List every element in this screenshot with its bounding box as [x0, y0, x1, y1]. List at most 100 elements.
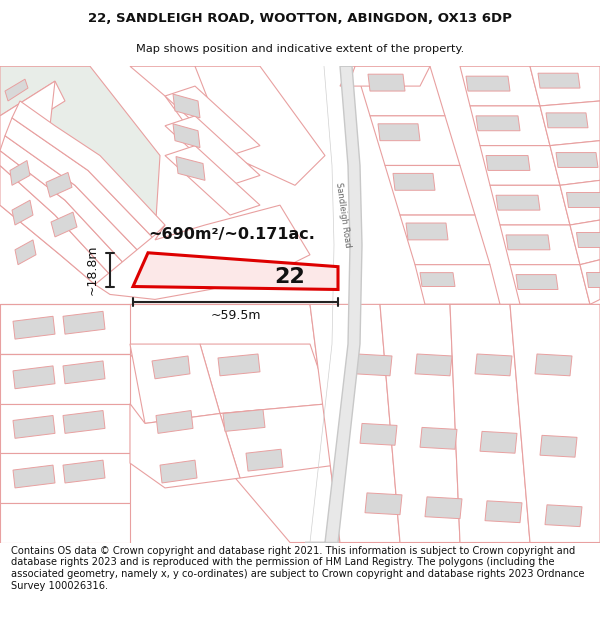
- Polygon shape: [420, 428, 457, 449]
- Polygon shape: [173, 94, 200, 118]
- Polygon shape: [368, 74, 405, 91]
- Polygon shape: [516, 274, 558, 289]
- Polygon shape: [12, 200, 33, 225]
- Polygon shape: [63, 460, 105, 483]
- Polygon shape: [0, 81, 65, 134]
- Polygon shape: [63, 361, 105, 384]
- Polygon shape: [490, 185, 570, 225]
- Polygon shape: [130, 66, 260, 185]
- Polygon shape: [130, 404, 240, 488]
- Polygon shape: [570, 220, 600, 265]
- Polygon shape: [486, 156, 530, 171]
- Polygon shape: [510, 265, 590, 304]
- Polygon shape: [566, 192, 600, 207]
- Polygon shape: [156, 411, 193, 433]
- Polygon shape: [223, 409, 265, 431]
- Polygon shape: [130, 344, 220, 424]
- Polygon shape: [385, 166, 475, 215]
- Polygon shape: [355, 66, 445, 116]
- Text: ~18.8m: ~18.8m: [86, 244, 98, 295]
- Polygon shape: [13, 465, 55, 488]
- Polygon shape: [0, 136, 140, 265]
- Polygon shape: [506, 235, 550, 250]
- Polygon shape: [340, 66, 355, 86]
- Polygon shape: [378, 124, 420, 141]
- Polygon shape: [0, 151, 125, 274]
- Polygon shape: [480, 431, 517, 453]
- Polygon shape: [63, 311, 105, 334]
- Polygon shape: [545, 505, 582, 527]
- Polygon shape: [400, 215, 490, 265]
- Polygon shape: [160, 460, 197, 483]
- Polygon shape: [10, 161, 30, 185]
- Polygon shape: [546, 113, 588, 128]
- Polygon shape: [165, 116, 260, 185]
- Polygon shape: [13, 366, 55, 389]
- Polygon shape: [176, 156, 205, 181]
- Text: Contains OS data © Crown copyright and database right 2021. This information is : Contains OS data © Crown copyright and d…: [11, 546, 584, 591]
- Polygon shape: [420, 272, 455, 286]
- Text: Map shows position and indicative extent of the property.: Map shows position and indicative extent…: [136, 44, 464, 54]
- Polygon shape: [12, 101, 165, 240]
- Polygon shape: [496, 195, 540, 210]
- Polygon shape: [152, 356, 190, 379]
- Text: Sandleigh Road: Sandleigh Road: [334, 182, 352, 248]
- Polygon shape: [586, 272, 600, 286]
- Polygon shape: [15, 240, 36, 265]
- Polygon shape: [475, 354, 512, 376]
- Polygon shape: [530, 66, 600, 106]
- Text: 22: 22: [275, 267, 305, 287]
- Polygon shape: [0, 81, 55, 156]
- Polygon shape: [425, 304, 510, 359]
- Polygon shape: [415, 265, 500, 304]
- Polygon shape: [133, 253, 338, 289]
- Polygon shape: [218, 354, 260, 376]
- Polygon shape: [393, 173, 435, 190]
- Polygon shape: [13, 316, 55, 339]
- Polygon shape: [5, 118, 155, 253]
- Polygon shape: [550, 141, 600, 185]
- Polygon shape: [200, 344, 330, 414]
- Polygon shape: [380, 304, 460, 542]
- Polygon shape: [556, 152, 598, 168]
- Polygon shape: [450, 304, 530, 542]
- Polygon shape: [220, 404, 350, 478]
- Polygon shape: [195, 66, 325, 185]
- Polygon shape: [0, 66, 160, 284]
- Text: ~59.5m: ~59.5m: [210, 309, 261, 322]
- Polygon shape: [365, 493, 402, 515]
- Polygon shape: [480, 146, 560, 185]
- Polygon shape: [460, 66, 540, 106]
- Polygon shape: [535, 354, 572, 376]
- Polygon shape: [63, 411, 105, 433]
- Polygon shape: [165, 146, 260, 215]
- Polygon shape: [485, 501, 522, 522]
- Polygon shape: [370, 116, 460, 166]
- Polygon shape: [246, 449, 283, 471]
- Polygon shape: [0, 453, 130, 503]
- Text: 22, SANDLEIGH ROAD, WOOTTON, ABINGDON, OX13 6DP: 22, SANDLEIGH ROAD, WOOTTON, ABINGDON, O…: [88, 12, 512, 25]
- Polygon shape: [0, 354, 130, 404]
- Polygon shape: [0, 404, 130, 453]
- Polygon shape: [406, 223, 448, 240]
- Polygon shape: [310, 304, 400, 542]
- Polygon shape: [560, 181, 600, 225]
- Polygon shape: [130, 304, 340, 542]
- Polygon shape: [540, 101, 600, 146]
- Polygon shape: [500, 304, 600, 364]
- Polygon shape: [466, 76, 510, 91]
- Polygon shape: [576, 232, 600, 247]
- Polygon shape: [95, 205, 310, 299]
- Polygon shape: [500, 225, 580, 265]
- Polygon shape: [580, 260, 600, 304]
- Text: ~690m²/~0.171ac.: ~690m²/~0.171ac.: [148, 228, 315, 242]
- Polygon shape: [173, 124, 200, 148]
- Polygon shape: [0, 304, 130, 354]
- Polygon shape: [510, 304, 600, 542]
- Polygon shape: [415, 354, 452, 376]
- Polygon shape: [51, 212, 77, 237]
- Polygon shape: [305, 66, 362, 542]
- Polygon shape: [540, 436, 577, 457]
- Polygon shape: [425, 497, 462, 519]
- Polygon shape: [46, 173, 72, 198]
